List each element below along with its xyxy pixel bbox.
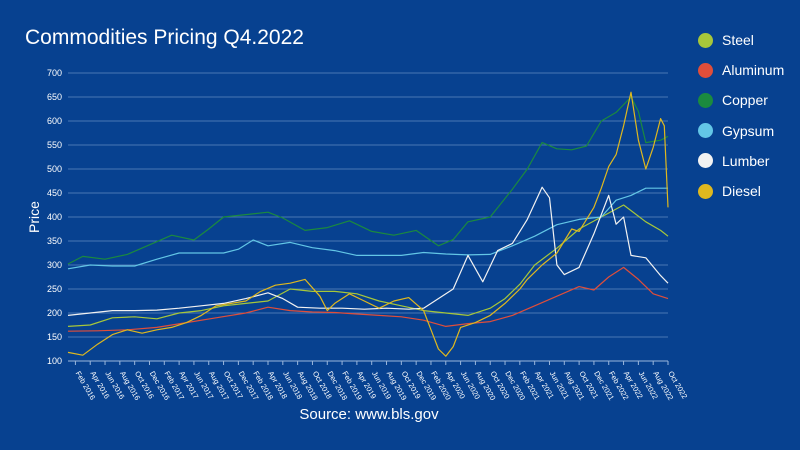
legend-label: Gypsum: [722, 122, 775, 139]
y-tick-label: 700: [47, 68, 62, 78]
y-tick-label: 150: [47, 332, 62, 342]
y-tick-label: 450: [47, 188, 62, 198]
y-tick-label: 550: [47, 140, 62, 150]
y-tick-label: 600: [47, 116, 62, 126]
y-tick-label: 300: [47, 260, 62, 270]
legend-label: Copper: [722, 92, 768, 109]
legend-swatch-icon: [698, 183, 713, 199]
y-tick-label: 650: [47, 92, 62, 102]
legend-item-copper[interactable]: Copper: [698, 85, 798, 115]
legend-label: Diesel: [722, 183, 761, 200]
series-layer: [67, 91, 669, 357]
legend-item-diesel[interactable]: Diesel: [698, 176, 798, 206]
legend-item-lumber[interactable]: Lumber: [698, 146, 798, 176]
y-tick-label: 400: [47, 212, 62, 222]
series-line-lumber: [67, 186, 669, 316]
y-tick-label: 500: [47, 164, 62, 174]
series-line-steel: [67, 204, 669, 327]
series-line-aluminum: [67, 266, 669, 332]
y-tick-label: 100: [47, 356, 62, 366]
y-tick-label: 250: [47, 284, 62, 294]
series-line-copper: [67, 96, 669, 265]
legend-swatch-icon: [698, 62, 713, 78]
legend-item-aluminum[interactable]: Aluminum: [698, 55, 798, 85]
legend-label: Lumber: [722, 152, 770, 169]
y-tick-label: 200: [47, 308, 62, 318]
chart-legend: Steel Aluminum Copper Gypsum Lumber Diesel: [698, 25, 798, 206]
legend-swatch-icon: [698, 123, 713, 139]
legend-item-gypsum[interactable]: Gypsum: [698, 116, 798, 146]
series-line-gypsum: [67, 187, 668, 270]
y-tick-label: 350: [47, 236, 62, 246]
chart-title: Commodities Pricing Q4.2022: [25, 26, 304, 49]
legend-swatch-icon: [698, 92, 713, 108]
legend-swatch-icon: [698, 32, 713, 48]
grid-layer: [68, 72, 668, 362]
legend-swatch-icon: [698, 153, 713, 169]
axis-layer: 100150200250300350400450500550600650700F…: [47, 68, 689, 402]
series-line-diesel: [67, 91, 669, 357]
source-note: Source: www.bls.gov: [299, 406, 439, 423]
legend-item-steel[interactable]: Steel: [698, 25, 798, 55]
legend-label: Steel: [722, 32, 754, 49]
legend-label: Aluminum: [722, 62, 785, 79]
